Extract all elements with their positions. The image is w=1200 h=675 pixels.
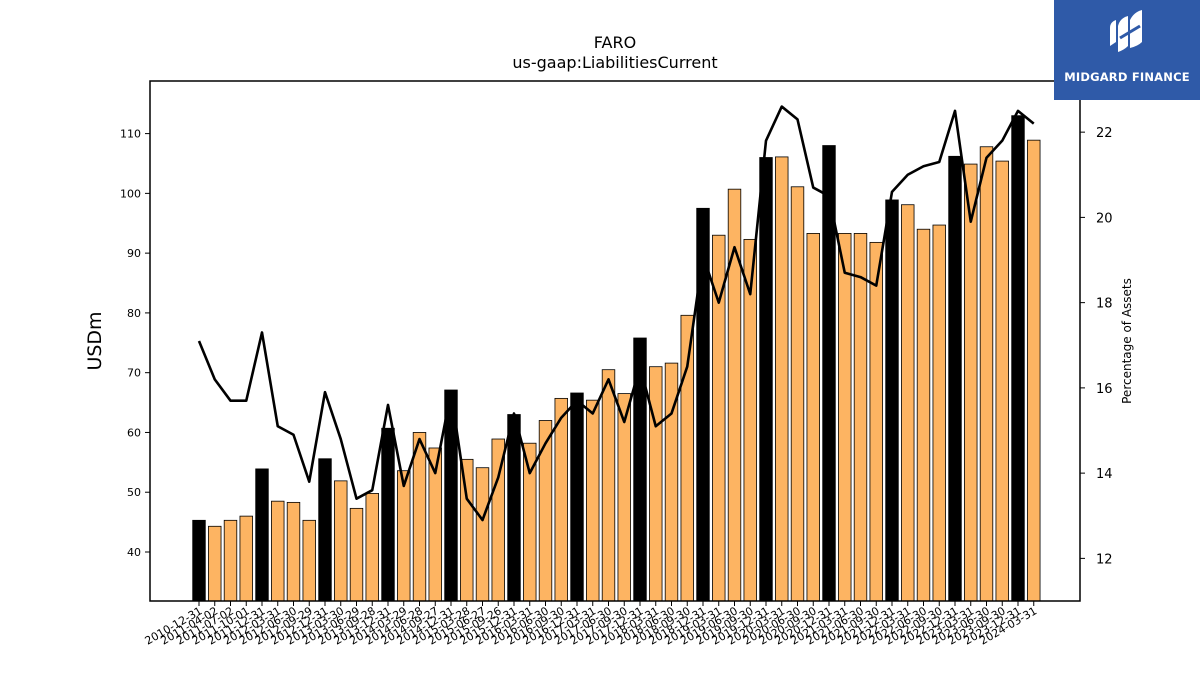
bar <box>964 163 978 602</box>
bar <box>349 507 364 602</box>
bar <box>570 392 584 602</box>
bar <box>255 468 269 602</box>
bar <box>948 155 962 602</box>
bar <box>381 427 395 602</box>
y2-tick-label: 18 <box>1096 297 1113 312</box>
bar <box>475 467 490 602</box>
bar <box>460 458 474 602</box>
y-axis-label: USDm <box>84 311 106 370</box>
bar <box>507 414 521 602</box>
bar <box>806 233 820 602</box>
bar <box>412 432 427 602</box>
y-tick-label: 110 <box>120 128 141 141</box>
logo-text: MIDGARD FINANCE <box>1064 70 1190 84</box>
bar <box>601 369 616 602</box>
bar <box>223 519 238 602</box>
bar-group <box>192 115 1041 602</box>
bar <box>649 366 663 602</box>
bar <box>759 157 773 602</box>
bar <box>365 493 379 602</box>
bar <box>995 160 1009 602</box>
bar <box>1011 115 1025 602</box>
bar <box>885 199 899 602</box>
y-tick-label: 50 <box>127 486 141 499</box>
bar <box>302 519 316 602</box>
y2-axis: 12 14 16 18 20 22 <box>1080 126 1113 567</box>
bar <box>901 204 915 602</box>
y2-tick-label: 22 <box>1096 126 1113 141</box>
chart-title: FARO <box>594 33 636 52</box>
bar <box>869 241 883 602</box>
bar <box>397 470 411 602</box>
y-tick-label: 40 <box>127 546 141 559</box>
plot-frame <box>149 80 1081 602</box>
bar <box>979 146 994 602</box>
y-tick-label: 70 <box>127 367 141 380</box>
bar <box>790 186 805 602</box>
bar <box>208 525 222 602</box>
y2-tick-label: 16 <box>1096 382 1113 397</box>
bar <box>334 480 348 602</box>
y2-axis-label: Percentage of Assets <box>1120 278 1134 404</box>
line-series <box>197 105 1035 522</box>
bar <box>318 458 332 602</box>
y-tick-label: 60 <box>127 426 141 439</box>
y2-tick-label: 12 <box>1096 552 1113 567</box>
bar <box>1027 139 1041 602</box>
x-axis: 2010-12-312011-04-022011-07-022011-10-01… <box>143 601 1039 648</box>
y-tick-label: 100 <box>120 187 141 200</box>
bar <box>271 500 285 602</box>
bar <box>286 501 301 602</box>
y2-tick-label: 14 <box>1096 467 1113 482</box>
bar <box>775 156 789 602</box>
logo: MIDGARD FINANCE <box>1054 0 1200 100</box>
bar <box>838 233 852 602</box>
bar <box>932 224 946 602</box>
bar <box>853 233 868 602</box>
y-tick-label: 90 <box>127 247 141 260</box>
y-tick-label: 80 <box>127 307 141 320</box>
bar <box>586 399 600 602</box>
bar <box>554 397 568 602</box>
bar <box>239 515 253 602</box>
line-group <box>197 105 1035 522</box>
y2-tick-label: 20 <box>1096 211 1113 226</box>
y-axis: 40 50 60 70 80 90 100 110 <box>120 128 150 559</box>
midgard-logo-icon <box>1110 10 1142 52</box>
bar <box>617 393 631 602</box>
bar <box>538 420 553 602</box>
chart-subtitle: us-gaap:LiabilitiesCurrent <box>512 53 717 72</box>
bar <box>916 228 931 602</box>
bar <box>192 519 206 602</box>
